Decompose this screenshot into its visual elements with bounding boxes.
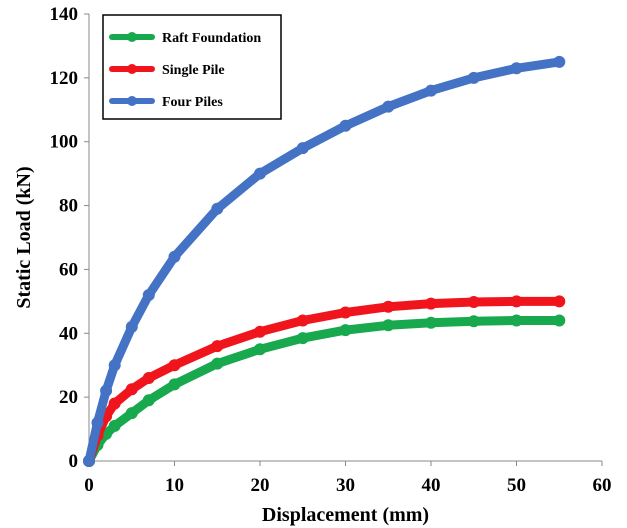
data-point [510,62,523,75]
legend-label: Raft Foundation [162,31,261,46]
legend-item: Four Piles [109,95,223,110]
y-tick-label: 60 [59,259,78,280]
x-tick-label: 20 [251,475,270,496]
legend-item: Raft Foundation [109,31,261,46]
data-point [339,324,352,337]
y-tick-label: 0 [69,451,79,472]
data-point [467,296,480,308]
data-point [553,55,566,68]
series-layer [83,55,566,467]
data-point [339,306,352,319]
y-tick-label: 100 [50,132,79,153]
axes: 0 10 20 30 40 50 60 0 20 40 60 80 100 120 140 [50,4,612,496]
legend-label: Single Pile [162,63,225,78]
x-tick-label: 40 [422,475,441,496]
x-tick-label: 0 [84,475,94,496]
data-point [125,407,138,420]
x-tick-label: 10 [165,475,184,496]
series-line [84,57,564,466]
data-point [211,357,224,370]
data-point [382,100,395,113]
data-point [91,416,104,429]
data-point [510,295,523,308]
x-tick-label: 60 [593,475,612,496]
data-point [211,340,224,353]
data-point [142,372,155,384]
y-tick-label: 120 [50,68,79,89]
data-point [108,419,121,432]
data-point [553,295,566,308]
data-point [168,378,181,391]
data-point [425,316,437,329]
data-point [211,202,224,215]
y-tick-label: 80 [59,196,78,217]
data-point [125,383,138,396]
data-point [510,314,523,327]
data-point [125,320,138,333]
legend-item: Single Pile [109,63,225,78]
legend: Raft Foundation Single Pile Four Piles [102,14,282,120]
series-line [84,296,564,466]
legend-label: Four Piles [162,95,223,110]
data-point [142,394,155,407]
data-point [168,359,181,372]
x-axis-title: Displacement (mm) [262,504,429,526]
series-raft-foundation [83,314,566,467]
y-tick-label: 140 [50,4,79,25]
data-point [296,332,309,345]
data-point [168,250,181,263]
data-point [100,384,113,397]
data-point [382,319,395,332]
data-point [467,315,480,328]
data-point [296,314,309,327]
data-point [254,325,266,338]
data-point [467,71,480,84]
data-point [108,359,121,372]
x-tick-label: 50 [507,475,526,496]
data-point [553,314,566,327]
legend-marker [127,96,137,106]
data-point [254,167,266,180]
data-point [83,455,95,467]
data-point [296,142,309,155]
y-tick-label: 20 [59,387,78,408]
data-point [382,300,395,313]
data-point [339,119,352,132]
y-tick-label: 40 [59,323,78,344]
legend-marker [127,32,137,42]
y-axis-title: Static Load (kN) [13,166,35,308]
series-four-piles [83,55,566,467]
data-point [142,289,155,301]
data-point [425,297,437,310]
data-point [108,397,121,410]
series-line [84,316,564,466]
legend-marker [127,64,137,74]
x-tick-label: 30 [336,475,355,496]
data-point [425,84,437,97]
data-point [254,343,266,356]
